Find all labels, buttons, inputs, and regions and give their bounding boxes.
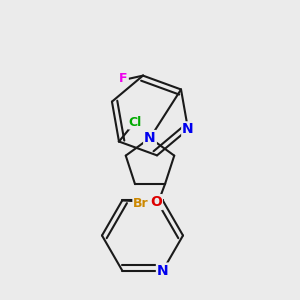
Text: Cl: Cl bbox=[129, 116, 142, 128]
Text: O: O bbox=[150, 195, 162, 209]
Text: Br: Br bbox=[133, 197, 149, 210]
Text: N: N bbox=[182, 122, 194, 136]
Text: N: N bbox=[157, 264, 169, 278]
Text: F: F bbox=[119, 72, 128, 85]
Text: N: N bbox=[144, 131, 156, 145]
